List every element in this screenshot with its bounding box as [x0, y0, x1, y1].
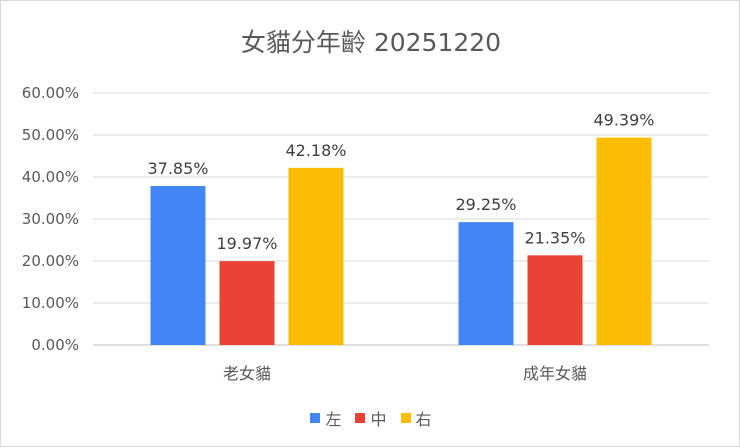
- data-label: 37.85%: [147, 159, 208, 178]
- y-tick-label: 20.00%: [22, 252, 79, 270]
- data-label: 49.39%: [593, 111, 654, 130]
- legend-swatch: [400, 413, 411, 423]
- y-tick-label: 0.00%: [31, 336, 79, 354]
- bar: [596, 137, 652, 345]
- legend-item-right: 右: [400, 406, 432, 430]
- chart-title: 女貓分年齡 20251220: [240, 28, 502, 57]
- data-label: 21.35%: [524, 228, 585, 247]
- bar: [288, 167, 344, 345]
- y-axis-ticks: 0.00% 10.00% 20.00% 30.00% 40.00% 50.00% 60.00…: [22, 84, 79, 354]
- bar: [458, 222, 514, 345]
- data-label: 42.18%: [285, 141, 346, 160]
- y-tick-label: 60.00%: [22, 84, 79, 102]
- legend-label: 中: [370, 410, 387, 429]
- bar: [150, 186, 206, 345]
- category-label: 老女貓: [223, 364, 271, 383]
- legend-item-middle: 中: [355, 406, 387, 430]
- y-tick-label: 30.00%: [22, 210, 79, 228]
- y-tick-label: 40.00%: [22, 168, 79, 186]
- data-label: 29.25%: [455, 195, 516, 214]
- legend-swatch: [355, 413, 366, 423]
- data-labels: 37.85% 19.97% 42.18% 29.25% 21.35% 49.39%: [147, 111, 654, 254]
- legend: 左 中 右: [1, 406, 740, 430]
- legend-label: 左: [325, 410, 342, 429]
- data-label: 19.97%: [216, 234, 277, 253]
- bars: [150, 137, 652, 345]
- legend-swatch: [310, 413, 321, 423]
- category-label: 成年女貓: [523, 364, 587, 383]
- y-tick-label: 10.00%: [22, 294, 79, 312]
- legend-label: 右: [415, 410, 432, 429]
- bar: [219, 261, 275, 345]
- y-tick-label: 50.00%: [22, 126, 79, 144]
- category-labels: 老女貓 成年女貓: [223, 364, 587, 383]
- bar: [527, 255, 583, 345]
- legend-item-left: 左: [310, 406, 341, 430]
